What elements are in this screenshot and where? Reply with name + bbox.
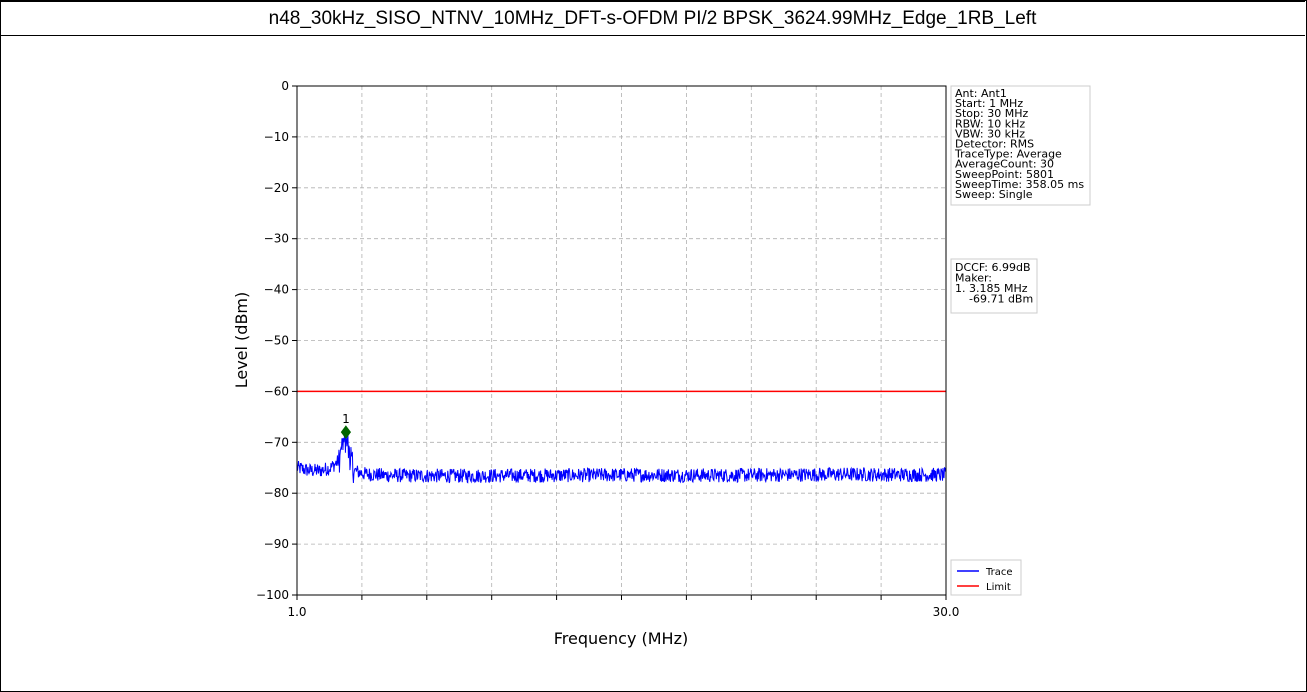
info-line: SweepTime: 358.05 ms xyxy=(955,178,1084,191)
y-axis-label: Level (dBm) xyxy=(232,292,251,389)
grid-lines xyxy=(297,86,946,595)
info-line: Start: 1 MHz xyxy=(955,97,1023,110)
info-line: Stop: 30 MHz xyxy=(955,107,1028,120)
legend-frame xyxy=(950,559,1022,596)
marker-info-line: DCCF: 6.99dB xyxy=(955,261,1031,274)
marker-diamond-icon xyxy=(340,425,352,439)
y-tick-label: −30 xyxy=(264,232,289,246)
trace-series xyxy=(296,429,947,484)
page-title: n48_30kHz_SISO_NTNV_10MHz_DFT-s-OFDM PI/… xyxy=(0,0,1305,36)
y-tick-label: −50 xyxy=(264,334,289,348)
info-line: Sweep: Single xyxy=(955,188,1033,201)
x-tick-label: 30.0 xyxy=(933,605,960,619)
x-axis-label: Frequency (MHz) xyxy=(554,629,688,648)
y-tick-label: −10 xyxy=(264,130,289,144)
info-box-frame xyxy=(950,85,1091,206)
y-tick-label: −100 xyxy=(256,588,289,602)
x-axis-ticks: 1.0 30.0 xyxy=(287,595,959,619)
marker-info-line: 1. 3.185 MHz xyxy=(955,282,1028,295)
marker-box-frame xyxy=(950,258,1038,314)
y-tick-label: −70 xyxy=(264,435,289,449)
info-line: RBW: 10 kHz xyxy=(955,117,1025,130)
info-line: VBW: 30 kHz xyxy=(955,127,1025,140)
trace-line xyxy=(296,429,947,484)
y-tick-label: −20 xyxy=(264,181,289,195)
y-axis-ticks: 0 −10 −20 −30 −40 −50 −60 −70 −80 −90 −100 xyxy=(256,79,297,602)
info-line: Ant: Ant1 xyxy=(955,87,1007,100)
marker-info-line: -69.71 dBm xyxy=(955,293,1033,306)
info-line: Detector: RMS xyxy=(955,138,1034,151)
x-tick-label: 1.0 xyxy=(287,605,306,619)
marker-info-line: Maker: xyxy=(955,272,992,285)
info-line: TraceType: Average xyxy=(954,148,1062,161)
y-tick-label: 0 xyxy=(281,79,289,93)
info-line: SweepPoint: 5801 xyxy=(955,168,1054,181)
legend-label: Trace xyxy=(985,567,1013,578)
y-tick-label: −80 xyxy=(264,486,289,500)
y-tick-label: −90 xyxy=(264,537,289,551)
legend-label: Limit xyxy=(986,582,1011,593)
marker-label: 1 xyxy=(342,412,350,426)
peak-marker: 1 xyxy=(340,412,352,439)
y-tick-label: −60 xyxy=(264,384,289,398)
y-tick-label: −40 xyxy=(264,283,289,297)
legend: Trace Limit xyxy=(950,559,1022,596)
info-line: AverageCount: 30 xyxy=(955,158,1054,171)
